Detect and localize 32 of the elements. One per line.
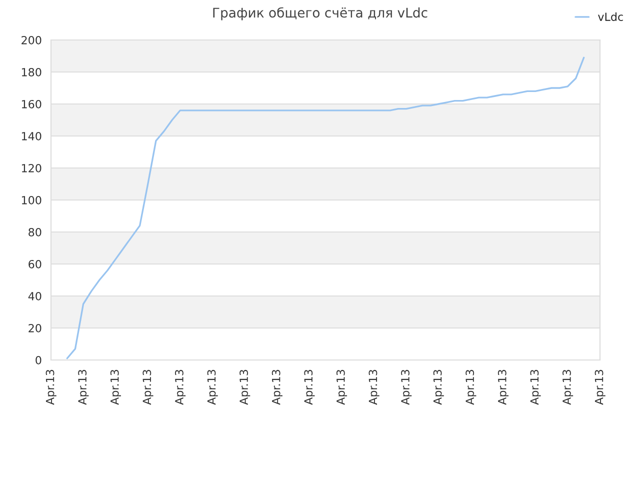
x-tick-label: Apr.13 <box>304 370 315 405</box>
x-tick-label: Apr.13 <box>433 370 444 405</box>
x-tick-label: Apr.13 <box>594 370 606 405</box>
x-tick-label: Apr.13 <box>466 370 476 405</box>
x-tick-label: Apr.13 <box>46 370 56 405</box>
x-tick-label: Apr.13 <box>530 370 541 405</box>
x-tick-label: Apr.13 <box>174 370 186 405</box>
x-tick-label: Apr.13 <box>78 370 89 405</box>
x-tick-label: Apr.13 <box>401 370 412 405</box>
y-tick-label: 40 <box>28 292 42 300</box>
y-tick-label: 140 <box>22 132 42 140</box>
x-tick-label: Apr.13 <box>272 370 282 405</box>
x-tick-label: Apr.13 <box>562 370 574 405</box>
y-tick-label: 180 <box>22 68 42 76</box>
x-tick-label: Apr.13 <box>368 370 380 405</box>
y-tick-label: 120 <box>22 164 42 172</box>
chart-title: График общего счёта для vLdc <box>213 7 428 20</box>
x-tick-label: Apr.13 <box>142 370 154 405</box>
y-tick-label: 60 <box>28 260 42 268</box>
y-tick-label: 0 <box>36 356 42 364</box>
y-tick-label: 160 <box>22 100 42 108</box>
y-tick-label: 80 <box>28 228 42 236</box>
x-tick-label: Apr.13 <box>240 370 250 405</box>
y-tick-label: 100 <box>22 196 42 204</box>
legend-label: vLdc <box>598 12 623 21</box>
y-tick-label: 20 <box>28 324 42 332</box>
x-tick-label: Apr.13 <box>498 370 508 405</box>
x-tick-label: Apr.13 <box>336 370 348 405</box>
x-tick-label: Apr.13 <box>110 370 121 405</box>
x-tick-label: Apr.13 <box>207 370 218 405</box>
line-series <box>66 56 585 360</box>
y-tick-label: 200 <box>22 36 42 44</box>
